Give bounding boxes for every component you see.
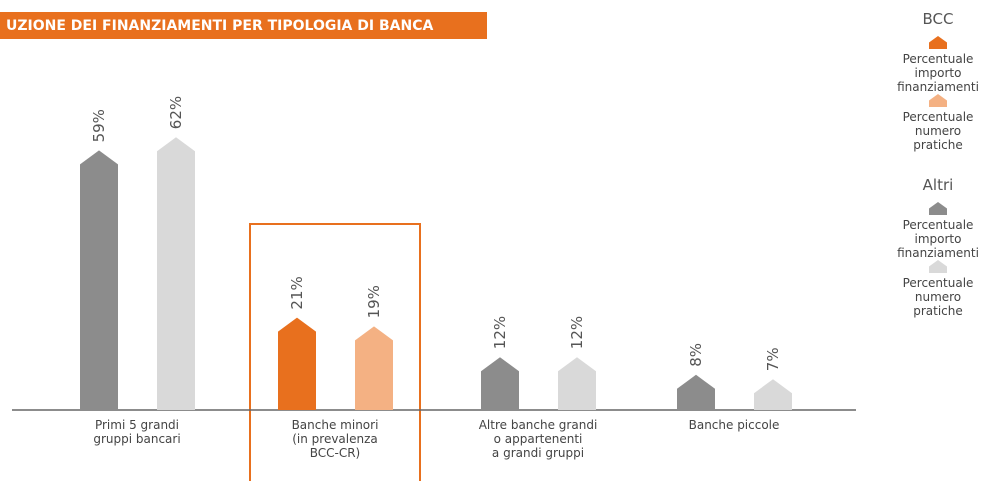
bar [677,374,715,410]
legend-header: BCC [922,10,954,28]
x-tick-label: Altre banche grandi o appartenenti a gra… [478,418,598,460]
chart-title: UZIONE DEI FINANZIAMENTI PER TIPOLOGIA D… [6,18,433,34]
legend-header: Altri [922,176,954,194]
legend-label: Percentuale importo finanziamenti [897,52,979,94]
bar [754,379,792,410]
x-tick-label: Primi 5 grandi gruppi bancari [93,418,181,446]
data-label: 12% [568,316,586,349]
data-label: 12% [491,316,509,349]
legend-icon [929,36,947,49]
legend-icon [929,94,947,107]
data-label: 21% [288,276,306,309]
bar [481,357,519,410]
data-label: 59% [90,109,108,142]
legend-label: Percentuale importo finanziamenti [897,218,979,260]
legend-icon [929,202,947,215]
bar [80,150,118,410]
data-label: 19% [365,285,383,318]
bar [355,326,393,410]
x-tick-label: Banche minori (in prevalenza BCC-CR) [291,418,379,460]
highlight-box [249,223,421,481]
legend-label: Percentuale numero pratiche [902,110,974,152]
x-tick-label: Banche piccole [688,418,780,432]
data-label: 7% [764,347,782,371]
legend-label: Percentuale numero pratiche [902,276,974,318]
bar [278,317,316,410]
bar [558,357,596,410]
data-label: 62% [167,96,185,129]
title-banner [0,12,487,39]
bar [157,137,195,410]
legend-icon [929,260,947,273]
data-label: 8% [687,343,705,367]
